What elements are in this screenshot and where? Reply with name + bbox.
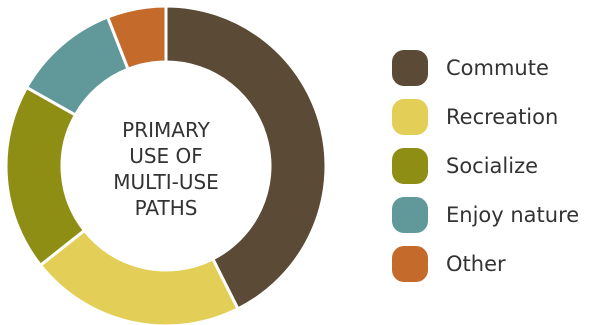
donut-slice-commute — [164, 4, 328, 311]
donut-chart-svg: PRIMARY USE OF MULTI-USE PATHS — [4, 4, 328, 325]
legend-item-other: Other — [392, 246, 592, 282]
legend-label-other: Other — [446, 252, 506, 276]
donut-slice-other — [105, 4, 168, 72]
legend-label-commute: Commute — [446, 56, 549, 80]
legend-swatch-enjoy-nature — [392, 197, 428, 233]
legend-swatch-other — [392, 246, 428, 282]
center-title-line-2: USE OF — [129, 144, 203, 168]
center-title: PRIMARY USE OF MULTI-USE PATHS — [113, 118, 219, 220]
donut-slices — [4, 4, 328, 325]
legend-label-enjoy-nature: Enjoy nature — [446, 203, 580, 227]
donut-chart: PRIMARY USE OF MULTI-USE PATHS — [4, 4, 328, 325]
legend-swatch-socialize — [392, 148, 428, 184]
legend-swatch-commute — [392, 50, 428, 86]
center-title-line-4: PATHS — [135, 196, 198, 220]
donut-slice-recreation — [38, 228, 240, 325]
legend: Commute Recreation Socialize Enjoy natur… — [392, 50, 592, 295]
legend-item-enjoy-nature: Enjoy nature — [392, 197, 592, 233]
legend-label-recreation: Recreation — [446, 105, 559, 129]
legend-swatch-recreation — [392, 99, 428, 135]
legend-item-socialize: Socialize — [392, 148, 592, 184]
center-title-line-3: MULTI-USE — [113, 170, 219, 194]
legend-item-commute: Commute — [392, 50, 592, 86]
center-title-line-1: PRIMARY — [122, 118, 210, 142]
legend-label-socialize: Socialize — [446, 154, 539, 178]
legend-item-recreation: Recreation — [392, 99, 592, 135]
